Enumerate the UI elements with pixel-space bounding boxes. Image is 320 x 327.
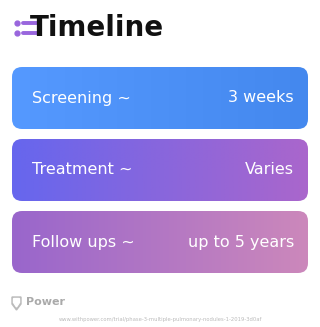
Text: 3 weeks: 3 weeks: [228, 91, 294, 106]
Text: Treatment ~: Treatment ~: [32, 163, 132, 178]
Text: Varies: Varies: [245, 163, 294, 178]
Text: Power: Power: [26, 297, 65, 307]
Text: Timeline: Timeline: [30, 14, 164, 42]
FancyBboxPatch shape: [12, 139, 308, 201]
FancyBboxPatch shape: [12, 67, 308, 129]
FancyBboxPatch shape: [12, 211, 308, 273]
Text: Follow ups ~: Follow ups ~: [32, 234, 135, 250]
Text: Screening ~: Screening ~: [32, 91, 131, 106]
Text: www.withpower.com/trial/phase-3-multiple-pulmonary-nodules-1-2019-3d0af: www.withpower.com/trial/phase-3-multiple…: [58, 317, 262, 321]
Text: up to 5 years: up to 5 years: [188, 234, 294, 250]
Polygon shape: [12, 297, 21, 310]
Polygon shape: [13, 299, 20, 307]
